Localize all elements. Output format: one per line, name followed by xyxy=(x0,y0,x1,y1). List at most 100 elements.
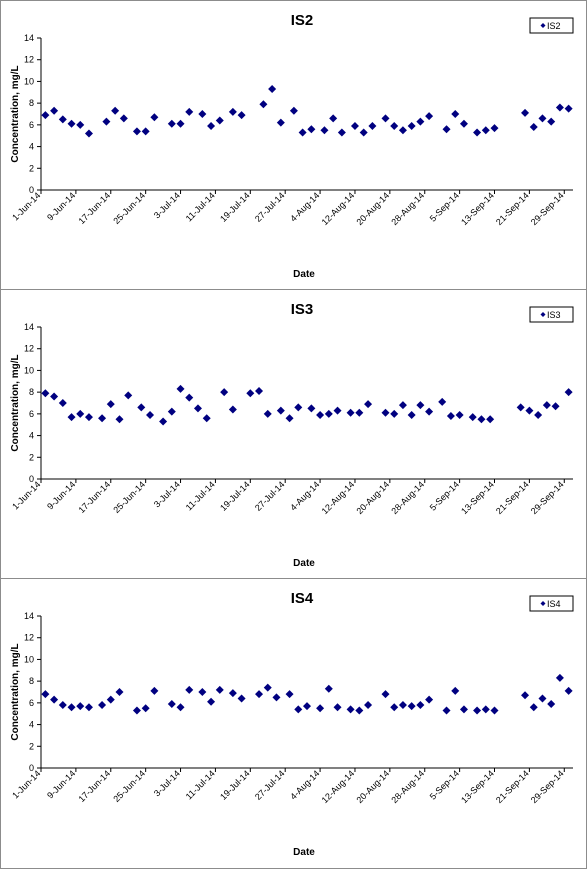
data-point xyxy=(167,119,176,128)
data-point xyxy=(276,406,285,415)
data-point xyxy=(364,701,373,710)
x-tick-label: 9-Jun-14 xyxy=(45,479,77,511)
data-point xyxy=(185,685,194,694)
x-tick-label: 12-Aug-14 xyxy=(320,768,357,805)
y-tick-label: 10 xyxy=(24,654,34,664)
data-point xyxy=(337,128,346,137)
x-tick-label: 11-Jul-14 xyxy=(184,190,217,223)
x-tick-label: 5-Sep-14 xyxy=(428,768,461,801)
data-point xyxy=(198,688,207,696)
data-point xyxy=(228,689,237,698)
legend-box xyxy=(529,595,574,612)
data-point xyxy=(303,702,311,711)
data-point xyxy=(102,117,111,126)
data-point xyxy=(316,704,325,713)
data-point xyxy=(84,703,93,712)
data-point xyxy=(167,407,176,416)
x-tick-label: 9-Jun-14 xyxy=(45,190,77,222)
data-point xyxy=(442,125,451,134)
y-tick-label: 14 xyxy=(24,611,34,621)
y-tick-label: 2 xyxy=(29,163,34,173)
data-point xyxy=(468,413,477,422)
data-point xyxy=(355,408,364,417)
data-point xyxy=(425,112,434,121)
data-point xyxy=(106,400,115,409)
data-point xyxy=(307,404,316,413)
data-point xyxy=(381,114,390,123)
data-point xyxy=(150,686,159,695)
x-tick-label: 25-Jun-14 xyxy=(111,479,147,515)
chart-title: IS2 xyxy=(291,12,314,29)
x-tick-label: 25-Jun-14 xyxy=(111,768,147,804)
data-point xyxy=(237,111,246,120)
y-axis-label: Concentration, mg/L xyxy=(10,354,21,451)
data-point xyxy=(285,414,294,423)
legend: IS4 xyxy=(529,595,574,612)
data-point xyxy=(76,120,85,129)
y-tick-label: 0 xyxy=(29,474,34,484)
data-point xyxy=(416,401,425,410)
data-point xyxy=(407,410,416,419)
data-point xyxy=(285,690,294,699)
x-axis-label: Date xyxy=(293,269,315,280)
data-point xyxy=(521,691,530,700)
data-point xyxy=(416,701,425,710)
y-tick-label: 4 xyxy=(29,720,34,730)
data-point xyxy=(150,113,159,122)
data-point xyxy=(259,100,268,109)
data-point xyxy=(534,410,543,419)
data-point xyxy=(176,119,185,128)
data-point xyxy=(41,389,50,398)
data-point xyxy=(398,126,407,135)
x-tick-label: 19-Jul-14 xyxy=(218,768,252,802)
data-point xyxy=(50,106,59,115)
data-point xyxy=(407,702,416,711)
data-point xyxy=(442,706,451,715)
x-tick-label: 3-Jul-14 xyxy=(152,479,182,509)
x-tick-label: 11-Jul-14 xyxy=(184,479,217,512)
y-tick-label: 6 xyxy=(29,120,34,130)
data-point xyxy=(521,108,530,117)
legend-label: IS4 xyxy=(547,599,561,609)
data-point xyxy=(359,128,368,137)
y-tick-label: 2 xyxy=(29,452,34,462)
y-tick-label: 12 xyxy=(24,633,34,643)
data-point xyxy=(207,697,216,706)
data-point xyxy=(390,703,399,712)
data-point xyxy=(176,384,185,393)
data-point xyxy=(555,673,564,682)
data-point xyxy=(58,115,67,124)
data-point xyxy=(193,404,202,413)
x-tick-label: 1-Jun-14 xyxy=(10,479,42,511)
data-point xyxy=(398,401,407,410)
legend-box xyxy=(529,306,574,323)
data-point xyxy=(547,117,556,126)
y-tick-label: 10 xyxy=(24,365,34,375)
x-tick-label: 28-Aug-14 xyxy=(389,190,426,227)
data-point xyxy=(490,124,499,133)
data-point xyxy=(141,127,150,136)
data-point xyxy=(98,414,107,423)
x-tick-label: 21-Sep-14 xyxy=(494,768,531,805)
data-point xyxy=(41,111,50,120)
data-point xyxy=(276,118,285,127)
data-point xyxy=(547,699,556,708)
x-tick-label: 5-Sep-14 xyxy=(428,190,461,223)
data-point xyxy=(220,388,229,397)
x-tick-label: 3-Jul-14 xyxy=(152,768,182,798)
data-point xyxy=(137,403,146,412)
chart-panel-is4: IS4 0 2 4 6 8 10 12 14 1-Jun-14 9-Jun-14 17-Jun-14 2… xyxy=(0,578,587,869)
data-point xyxy=(50,392,59,401)
x-tick-label: 13-Sep-14 xyxy=(459,190,496,227)
x-tick-label: 19-Jul-14 xyxy=(218,190,252,224)
data-point xyxy=(438,397,447,406)
data-point xyxy=(390,409,399,418)
data-point xyxy=(390,121,399,130)
data-point xyxy=(298,128,307,137)
data-point xyxy=(215,685,224,694)
data-point xyxy=(50,695,59,704)
x-tick-label: 9-Jun-14 xyxy=(45,768,77,800)
x-axis-label: Date xyxy=(293,847,315,858)
x-tick-label: 1-Jun-14 xyxy=(10,768,42,800)
data-point xyxy=(529,703,538,712)
